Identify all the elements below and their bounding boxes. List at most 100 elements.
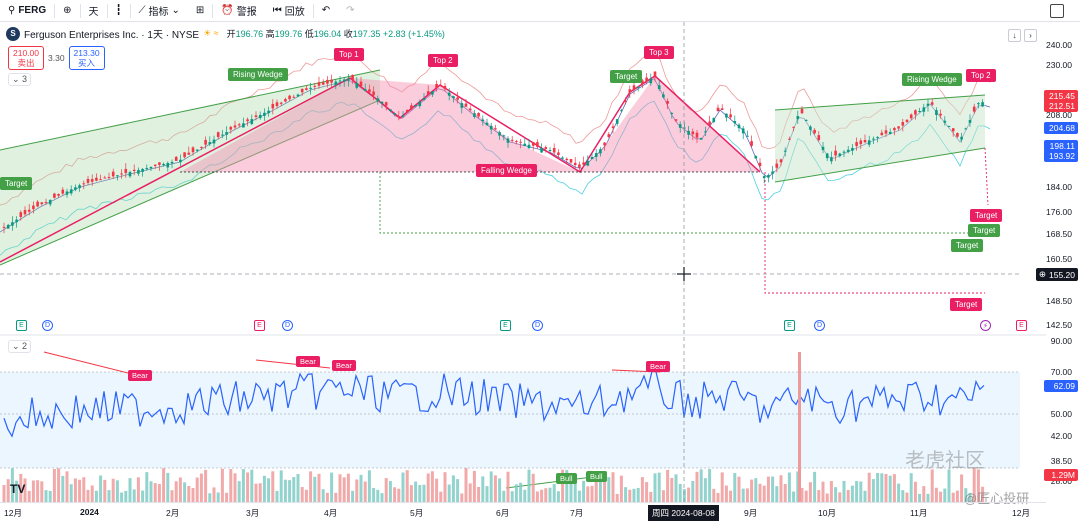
- candle-body: [615, 119, 619, 124]
- volume-bar: [334, 492, 338, 502]
- volume-bar: [834, 487, 838, 502]
- candle-body: [758, 162, 762, 166]
- time-axis[interactable]: 12月 2024 2月 3月 4月 5月 6月 7月 9月 10月 11月 12月 周四 2024-0…: [0, 502, 1046, 521]
- sell-button[interactable]: 210.00 卖出: [8, 46, 44, 70]
- price-axis-label: 184.00: [1046, 182, 1072, 192]
- candle-body: [687, 130, 690, 135]
- volume-bar: [918, 493, 922, 502]
- alarm-icon: ⏰: [221, 5, 234, 16]
- volume-bar: [6, 479, 10, 502]
- osc-axis-label: 70.00: [1050, 367, 1072, 377]
- dividend-marker[interactable]: D: [532, 320, 543, 331]
- symbol-search[interactable]: ⚲ FERG: [0, 0, 54, 22]
- volume-bar: [447, 484, 451, 502]
- candle-body: [418, 101, 422, 107]
- earnings-marker[interactable]: E: [784, 320, 795, 331]
- candle-body: [531, 142, 535, 146]
- volume-bar: [687, 487, 691, 502]
- candle-body: [15, 219, 18, 223]
- dividend-marker[interactable]: D: [282, 320, 293, 331]
- chart-type-button[interactable]: ┇: [108, 0, 130, 22]
- candle-body: [796, 116, 800, 120]
- volume-bar: [456, 479, 460, 502]
- replay-label: 回放: [284, 7, 305, 18]
- pattern-tag: Target: [950, 298, 983, 311]
- candle-body: [527, 144, 531, 149]
- company-logo: S: [6, 26, 20, 41]
- volume-bar: [540, 489, 544, 502]
- earnings-marker[interactable]: E: [16, 320, 27, 331]
- volume-bar: [624, 487, 628, 502]
- candle-body: [565, 158, 569, 161]
- volume-bar: [783, 483, 787, 502]
- volume-bar: [716, 492, 720, 502]
- compare-button[interactable]: ⊕: [55, 0, 79, 22]
- chart-canvas[interactable]: [0, 0, 1046, 502]
- candle-body: [905, 119, 909, 122]
- volume-bar: [640, 477, 644, 502]
- volume-bar: [792, 491, 796, 502]
- main-pane-collapse-button[interactable]: ⌄ 3: [8, 73, 32, 86]
- alert-label: 警报: [236, 7, 257, 18]
- interval-button[interactable]: 天: [81, 0, 107, 22]
- candle-body: [947, 126, 951, 128]
- earnings-marker[interactable]: E: [1016, 320, 1027, 331]
- indicators-button[interactable]: ⟋ 指标 ⌄: [131, 0, 188, 22]
- candle-body: [36, 201, 39, 207]
- fullscreen-icon[interactable]: [1050, 4, 1064, 18]
- alert-button[interactable]: ⏰ 警报: [213, 0, 264, 22]
- volume-bar: [745, 488, 749, 502]
- candle-body: [267, 110, 270, 114]
- replay-button[interactable]: ⏮ 回放: [265, 0, 313, 22]
- volume-bar: [132, 489, 136, 502]
- indicator-icons[interactable]: ☀ ≈: [203, 28, 219, 38]
- pattern-tag: Top 2: [966, 69, 996, 82]
- buy-button[interactable]: 213.30 买入: [68, 46, 105, 70]
- candle-body: [95, 177, 98, 181]
- split-marker[interactable]: ⚡: [980, 320, 991, 331]
- volume-bar: [460, 493, 464, 502]
- volume-bar: [535, 491, 539, 502]
- volume-bar: [808, 482, 812, 502]
- price-axis-label: 176.00: [1046, 207, 1072, 217]
- layout-button[interactable]: ⊞: [188, 0, 212, 22]
- time-axis-label: 6月: [496, 508, 510, 518]
- dividend-marker[interactable]: D: [814, 320, 825, 331]
- wedge-line: [774, 94, 986, 111]
- candle-body: [57, 193, 60, 196]
- volume-bar: [317, 473, 321, 502]
- candle-body: [82, 183, 86, 185]
- down-arrow-icon[interactable]: ↓: [1008, 29, 1021, 42]
- pattern-tag: Top 2: [428, 54, 458, 67]
- volume-bar: [296, 473, 300, 502]
- candle-body: [704, 131, 707, 133]
- volume-bar: [73, 478, 77, 502]
- candle-body: [166, 162, 170, 168]
- crosshair-price-tag[interactable]: ⊕ 155.20: [1035, 268, 1078, 281]
- undo-button[interactable]: ↶: [314, 0, 338, 22]
- redo-button[interactable]: ↷: [338, 0, 362, 22]
- volume-bar: [111, 478, 115, 502]
- candle-body: [536, 142, 539, 147]
- candle-body: [956, 132, 959, 137]
- volume-bar: [187, 485, 191, 502]
- candle-body: [456, 97, 459, 100]
- candle-body: [321, 82, 325, 85]
- earnings-marker[interactable]: E: [500, 320, 511, 331]
- ohlc-values: 开196.76 高199.76 低196.04 收197.35 +2.83 (+…: [226, 29, 445, 39]
- earnings-marker[interactable]: E: [254, 320, 265, 331]
- divergence-tag: Bull: [556, 473, 577, 484]
- candle-body: [305, 88, 308, 90]
- tradingview-logo[interactable]: TV: [10, 482, 26, 496]
- divider: [79, 3, 81, 18]
- candle-body: [78, 185, 81, 189]
- candle-body: [149, 166, 153, 169]
- osc-pane-collapse-button[interactable]: ⌄ 2: [8, 340, 32, 353]
- candle-body: [145, 167, 149, 169]
- candle-body: [372, 91, 375, 96]
- pattern-tag: Top 3: [644, 46, 674, 59]
- time-axis-label: 2月: [166, 508, 180, 518]
- more-icon[interactable]: ›: [1024, 29, 1037, 42]
- dividend-marker[interactable]: D: [42, 320, 53, 331]
- volume-bar: [729, 490, 733, 502]
